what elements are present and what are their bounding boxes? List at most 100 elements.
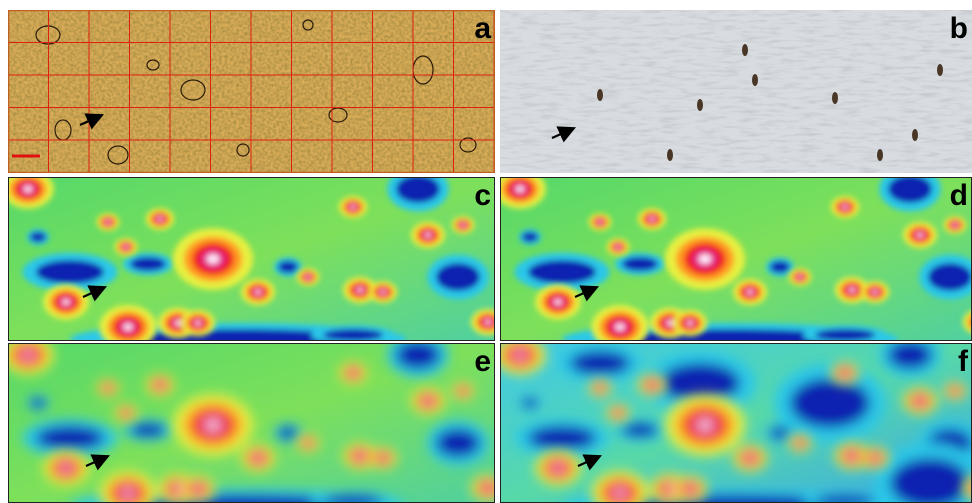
cold-core (278, 427, 298, 439)
hot-ring (425, 232, 431, 238)
hot-spots (500, 343, 972, 503)
cold-core (622, 257, 658, 271)
stained-cell (832, 92, 838, 104)
cold-core (323, 329, 383, 341)
cold-core (790, 378, 870, 428)
hot-ring (174, 486, 182, 492)
hot-ring (687, 320, 693, 326)
arrow (82, 285, 108, 302)
panel: f (500, 343, 972, 503)
hot-ring (485, 485, 491, 491)
hot-ring (842, 205, 848, 209)
hot-ring (872, 290, 878, 294)
cell-outline (459, 137, 477, 153)
cold-core (770, 427, 790, 439)
hot-ring (255, 289, 261, 295)
cold-core (278, 261, 298, 273)
panel-label: a (474, 12, 491, 45)
hot-ring (917, 232, 923, 238)
panel-label: c (474, 179, 491, 212)
arrow (85, 454, 111, 471)
micrograph-texture (500, 10, 972, 173)
cold-core (570, 351, 630, 375)
hot-ring (174, 320, 182, 326)
hot-ring (598, 220, 602, 224)
hot-ring (206, 254, 220, 264)
hot-ring (23, 185, 33, 193)
hot-ring (849, 287, 855, 293)
cold-core (815, 495, 875, 503)
hot-ring (124, 245, 128, 249)
panel: a (8, 10, 495, 173)
panel-label: b (950, 12, 968, 45)
hot-ring (306, 441, 310, 445)
hot-ring (461, 223, 465, 227)
hot-ring (798, 275, 802, 279)
cold-core (888, 343, 932, 369)
cell-outline (236, 143, 250, 157)
cold-core (30, 398, 46, 408)
cold-core (36, 260, 104, 284)
cold-core (323, 495, 383, 503)
hot-ring (616, 411, 620, 415)
hot-ring (357, 287, 363, 293)
arrow (551, 126, 577, 143)
hot-ring (461, 389, 465, 393)
panel: c (8, 177, 495, 341)
hot-ring (962, 476, 972, 500)
cold-core (30, 232, 46, 242)
hot-ring (123, 323, 133, 331)
cold-core (522, 232, 538, 242)
cell-outline (302, 19, 314, 31)
cell-outline (180, 79, 206, 101)
hot-ring (554, 299, 562, 305)
arrow (577, 454, 603, 471)
panel-label: e (474, 345, 491, 378)
hot-ring (747, 289, 753, 295)
hot-ring (425, 398, 431, 404)
cold-regions (514, 343, 972, 503)
hot-spots (8, 177, 495, 341)
cold-core (36, 426, 104, 450)
hot-ring (124, 411, 128, 415)
hot-ring (195, 486, 201, 492)
stained-cell (937, 64, 943, 76)
stained-cell (877, 149, 883, 161)
hot-ring (615, 489, 625, 497)
hot-ring (106, 220, 110, 224)
hot-ring (698, 254, 712, 264)
hot-ring (157, 217, 163, 221)
hot-ring (380, 456, 386, 460)
hot-ring (123, 489, 133, 497)
hot-ring (350, 371, 356, 375)
panel-label: f (958, 345, 969, 378)
hot-ring (485, 319, 491, 325)
cold-core (660, 363, 740, 403)
hot-ring (616, 245, 620, 249)
hot-ring (255, 455, 261, 461)
cold-core (396, 177, 440, 203)
stained-cell (697, 99, 703, 111)
cold-core (528, 260, 596, 284)
cold-core (396, 343, 440, 369)
stained-cell (912, 129, 918, 141)
hot-spots (8, 343, 495, 503)
hot-ring (798, 441, 802, 445)
hot-ring (872, 456, 878, 460)
hot-ring (842, 371, 848, 375)
hot-ring (962, 310, 972, 334)
cold-core (436, 429, 480, 457)
cold-core (622, 423, 658, 437)
stained-cell (597, 89, 603, 101)
cold-core (522, 398, 538, 408)
cold-core (770, 261, 790, 273)
hot-ring (62, 465, 70, 471)
hot-ring (687, 486, 693, 492)
hot-ring (649, 383, 655, 387)
hot-ring (967, 480, 972, 496)
panel-border (8, 177, 495, 341)
hot-ring (598, 386, 602, 390)
cold-core (890, 458, 970, 503)
hot-ring (666, 320, 674, 326)
